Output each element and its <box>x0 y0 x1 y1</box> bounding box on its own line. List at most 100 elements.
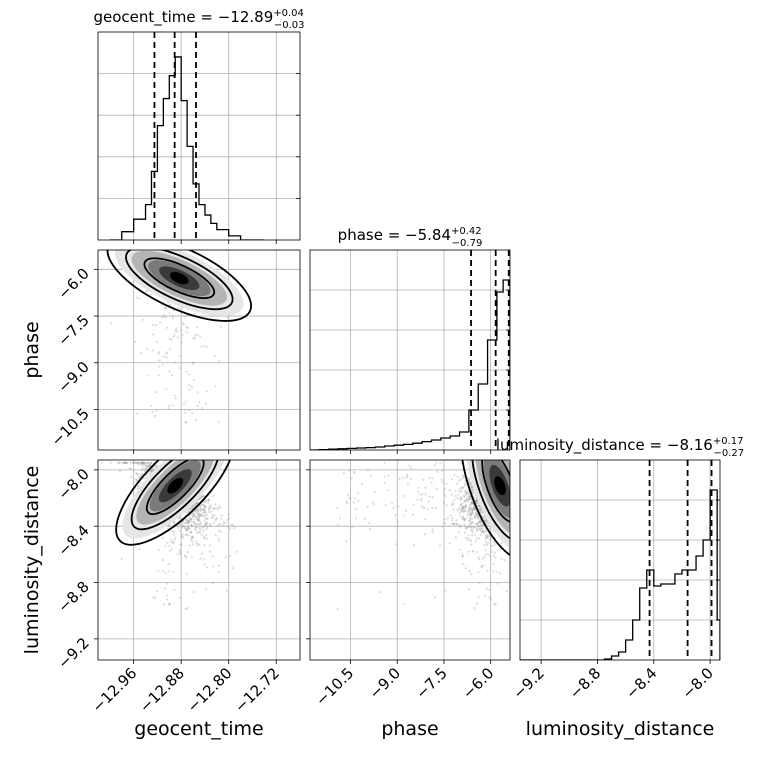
sample-point <box>205 588 208 591</box>
sample-point <box>155 409 158 412</box>
sample-point <box>464 525 467 528</box>
sample-point <box>151 469 154 472</box>
density-level-5 <box>169 272 189 285</box>
sample-point <box>136 461 139 464</box>
sample-point <box>203 537 206 540</box>
sample-point <box>136 472 139 475</box>
sample-point <box>192 514 195 518</box>
sample-point <box>189 519 192 522</box>
sample-point <box>168 303 171 306</box>
sample-point <box>199 509 202 512</box>
sample-point <box>147 464 150 468</box>
sample-point <box>452 503 455 506</box>
contour-2 <box>471 460 510 542</box>
sample-point <box>474 511 477 514</box>
sample-point <box>485 553 488 556</box>
sample-point <box>461 505 464 508</box>
title-main: phase = −5.84 <box>338 226 451 244</box>
sample-point <box>159 321 162 324</box>
title-err-plus: +0.17 <box>713 436 744 447</box>
sample-point <box>117 461 120 464</box>
sample-point <box>144 462 147 465</box>
sample-point <box>149 464 152 467</box>
sample-point <box>409 477 412 480</box>
x-tick-label: −12.88 <box>136 664 188 716</box>
sample-point <box>464 489 467 492</box>
sample-point <box>394 514 397 517</box>
sample-point <box>405 509 408 512</box>
panel-geocent_time-phase: −10.5 −9.0 −7.5 −6.0 <box>48 249 301 454</box>
sample-point <box>348 469 351 472</box>
sample-point <box>492 563 495 566</box>
sample-point <box>478 504 481 507</box>
sample-point <box>154 596 157 599</box>
sample-point <box>457 489 460 492</box>
sample-point <box>179 553 182 556</box>
sample-point <box>480 530 484 533</box>
sample-point <box>461 516 464 519</box>
contour-3 <box>481 460 510 523</box>
sample-point <box>446 517 449 520</box>
sample-point <box>165 572 168 575</box>
sample-point <box>185 331 188 334</box>
x-axis-label-geocent_time: geocent_time <box>134 718 263 740</box>
sample-point <box>206 537 209 540</box>
sample-point <box>202 508 205 511</box>
sample-point <box>134 340 137 343</box>
sample-point <box>173 533 176 536</box>
sample-point <box>460 524 463 527</box>
sample-point <box>207 499 210 502</box>
sample-point <box>148 465 151 468</box>
sample-point <box>468 483 472 486</box>
sample-point <box>132 461 135 464</box>
sample-point <box>206 525 209 529</box>
sample-point <box>479 533 482 536</box>
sample-point <box>443 518 446 521</box>
sample-point <box>448 489 451 492</box>
sample-point <box>134 461 137 464</box>
sample-point <box>141 467 144 470</box>
sample-point <box>476 528 479 531</box>
sample-point <box>420 499 423 502</box>
sample-point <box>462 509 465 512</box>
x-tick-label: −9.2 <box>509 664 547 702</box>
sample-point <box>180 328 183 332</box>
sample-point <box>419 493 422 496</box>
sample-point <box>184 408 187 411</box>
sample-point <box>455 522 458 525</box>
sample-point <box>184 421 187 424</box>
sample-point <box>186 519 189 522</box>
sample-point <box>120 557 123 560</box>
sample-point <box>195 522 198 526</box>
sample-point <box>190 386 193 389</box>
sample-point <box>203 514 207 517</box>
sample-point <box>195 418 198 422</box>
sample-point <box>167 603 170 606</box>
sample-point <box>214 519 217 522</box>
sample-point <box>196 511 199 514</box>
sample-point <box>233 527 236 530</box>
sample-point <box>450 478 453 481</box>
sample-point <box>164 316 167 319</box>
sample-point <box>217 571 220 574</box>
sample-point <box>198 515 201 518</box>
sample-point <box>185 533 188 536</box>
sample-point <box>464 499 467 503</box>
sample-point <box>475 550 478 553</box>
sample-point <box>473 515 476 518</box>
sample-point <box>141 472 144 475</box>
sample-point <box>168 545 171 548</box>
sample-point <box>433 464 436 467</box>
sample-point <box>480 565 483 568</box>
sample-point <box>179 523 182 526</box>
sample-point <box>468 507 471 510</box>
sample-point <box>138 475 141 479</box>
sample-point <box>164 587 167 590</box>
sample-point <box>469 522 472 525</box>
sample-point <box>142 461 145 464</box>
sample-point <box>168 312 171 315</box>
sample-point <box>152 323 155 327</box>
sample-point <box>162 603 165 606</box>
sample-point <box>481 524 484 527</box>
sample-point <box>203 344 206 347</box>
